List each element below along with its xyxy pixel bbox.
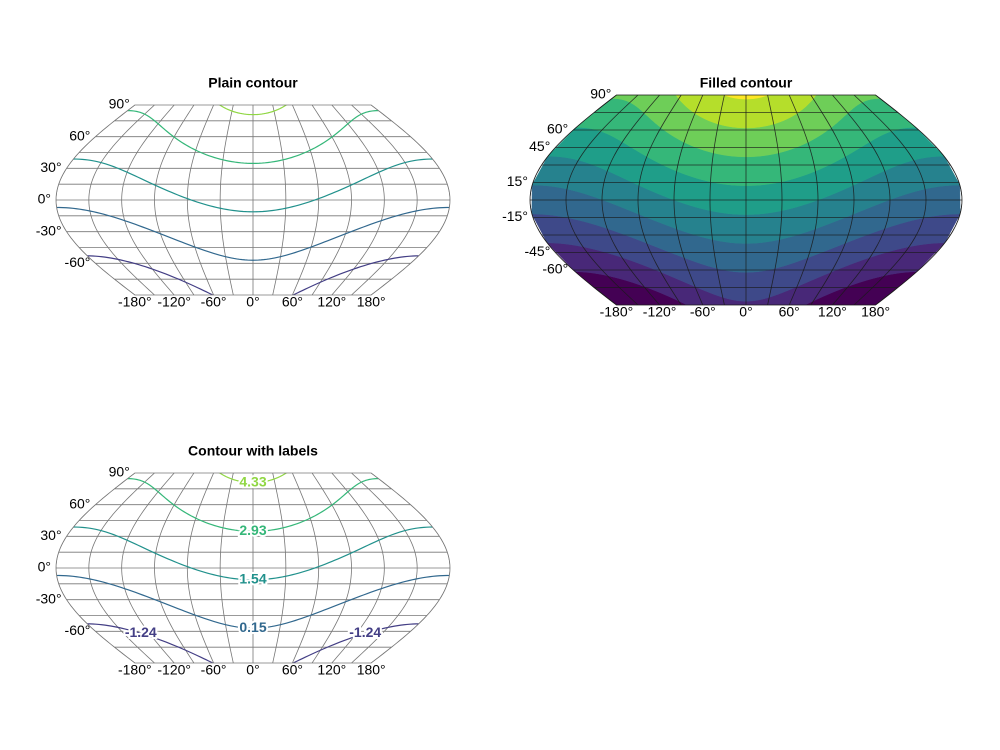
contour-line [127,110,379,164]
chart-title: Filled contour [700,75,793,91]
map [530,95,962,305]
y-tick-label: -60° [65,622,91,638]
y-tick-label: 90° [109,464,130,480]
contour-label: -1.24 [125,624,157,640]
x-tick-label: -120° [157,294,191,310]
x-tick-label: 60° [779,304,800,320]
y-tick-label: -60° [542,261,568,277]
contour-line [87,623,419,663]
map-outline [55,104,451,296]
y-tick-label: 0° [38,559,51,575]
map [56,105,450,295]
x-tick-label: 60° [282,294,303,310]
x-tick-label: -60° [201,294,227,310]
y-tick-label: 60° [69,495,90,511]
contour-label: 2.93 [239,522,266,538]
y-tick-label: 60° [69,127,90,143]
x-tick-label: 0° [246,662,259,678]
y-tick-label: -30° [36,222,62,238]
x-tick-label: 60° [282,662,303,678]
contour-line [56,574,450,629]
y-tick-label: -45° [524,243,550,259]
y-tick-label: 90° [590,86,611,102]
x-tick-label: -180° [118,294,152,310]
x-tick-label: 180° [357,294,386,310]
contour-line [56,206,450,261]
x-tick-label: -120° [643,304,677,320]
chart-title: Contour with labels [188,443,318,459]
contour-line [73,158,433,213]
y-tick-label: 45° [529,138,550,154]
contour-line [134,473,372,484]
map-outline [529,94,963,306]
x-tick-label: 180° [357,662,386,678]
y-tick-label: -15° [502,208,528,224]
contour-line [134,105,372,116]
x-tick-label: 120° [317,662,346,678]
y-tick-label: 60° [547,121,568,137]
x-tick-label: 0° [246,294,259,310]
y-tick-label: -30° [36,590,62,606]
y-tick-label: 30° [40,159,61,175]
x-tick-label: 0° [739,304,752,320]
contour-line [127,478,379,532]
x-tick-label: -60° [690,304,716,320]
contour-line [87,255,419,295]
y-tick-label: 90° [109,96,130,112]
x-tick-label: -180° [118,662,152,678]
x-tick-label: -120° [157,662,191,678]
contour-line [73,526,433,581]
map-outline [55,472,451,664]
x-tick-label: 120° [317,294,346,310]
y-tick-label: 15° [507,173,528,189]
x-tick-label: 120° [818,304,847,320]
y-tick-label: -60° [65,254,91,270]
contour-label: 4.33 [239,473,266,489]
x-tick-label: -60° [201,662,227,678]
y-tick-label: 30° [40,527,61,543]
y-tick-label: 0° [38,191,51,207]
chart-title: Plain contour [208,75,298,91]
map [56,473,450,663]
x-tick-label: -180° [600,304,634,320]
contour-label: 1.54 [239,571,266,587]
contour-label: -1.24 [349,624,381,640]
x-tick-label: 180° [861,304,890,320]
contour-label: 0.15 [239,619,266,635]
